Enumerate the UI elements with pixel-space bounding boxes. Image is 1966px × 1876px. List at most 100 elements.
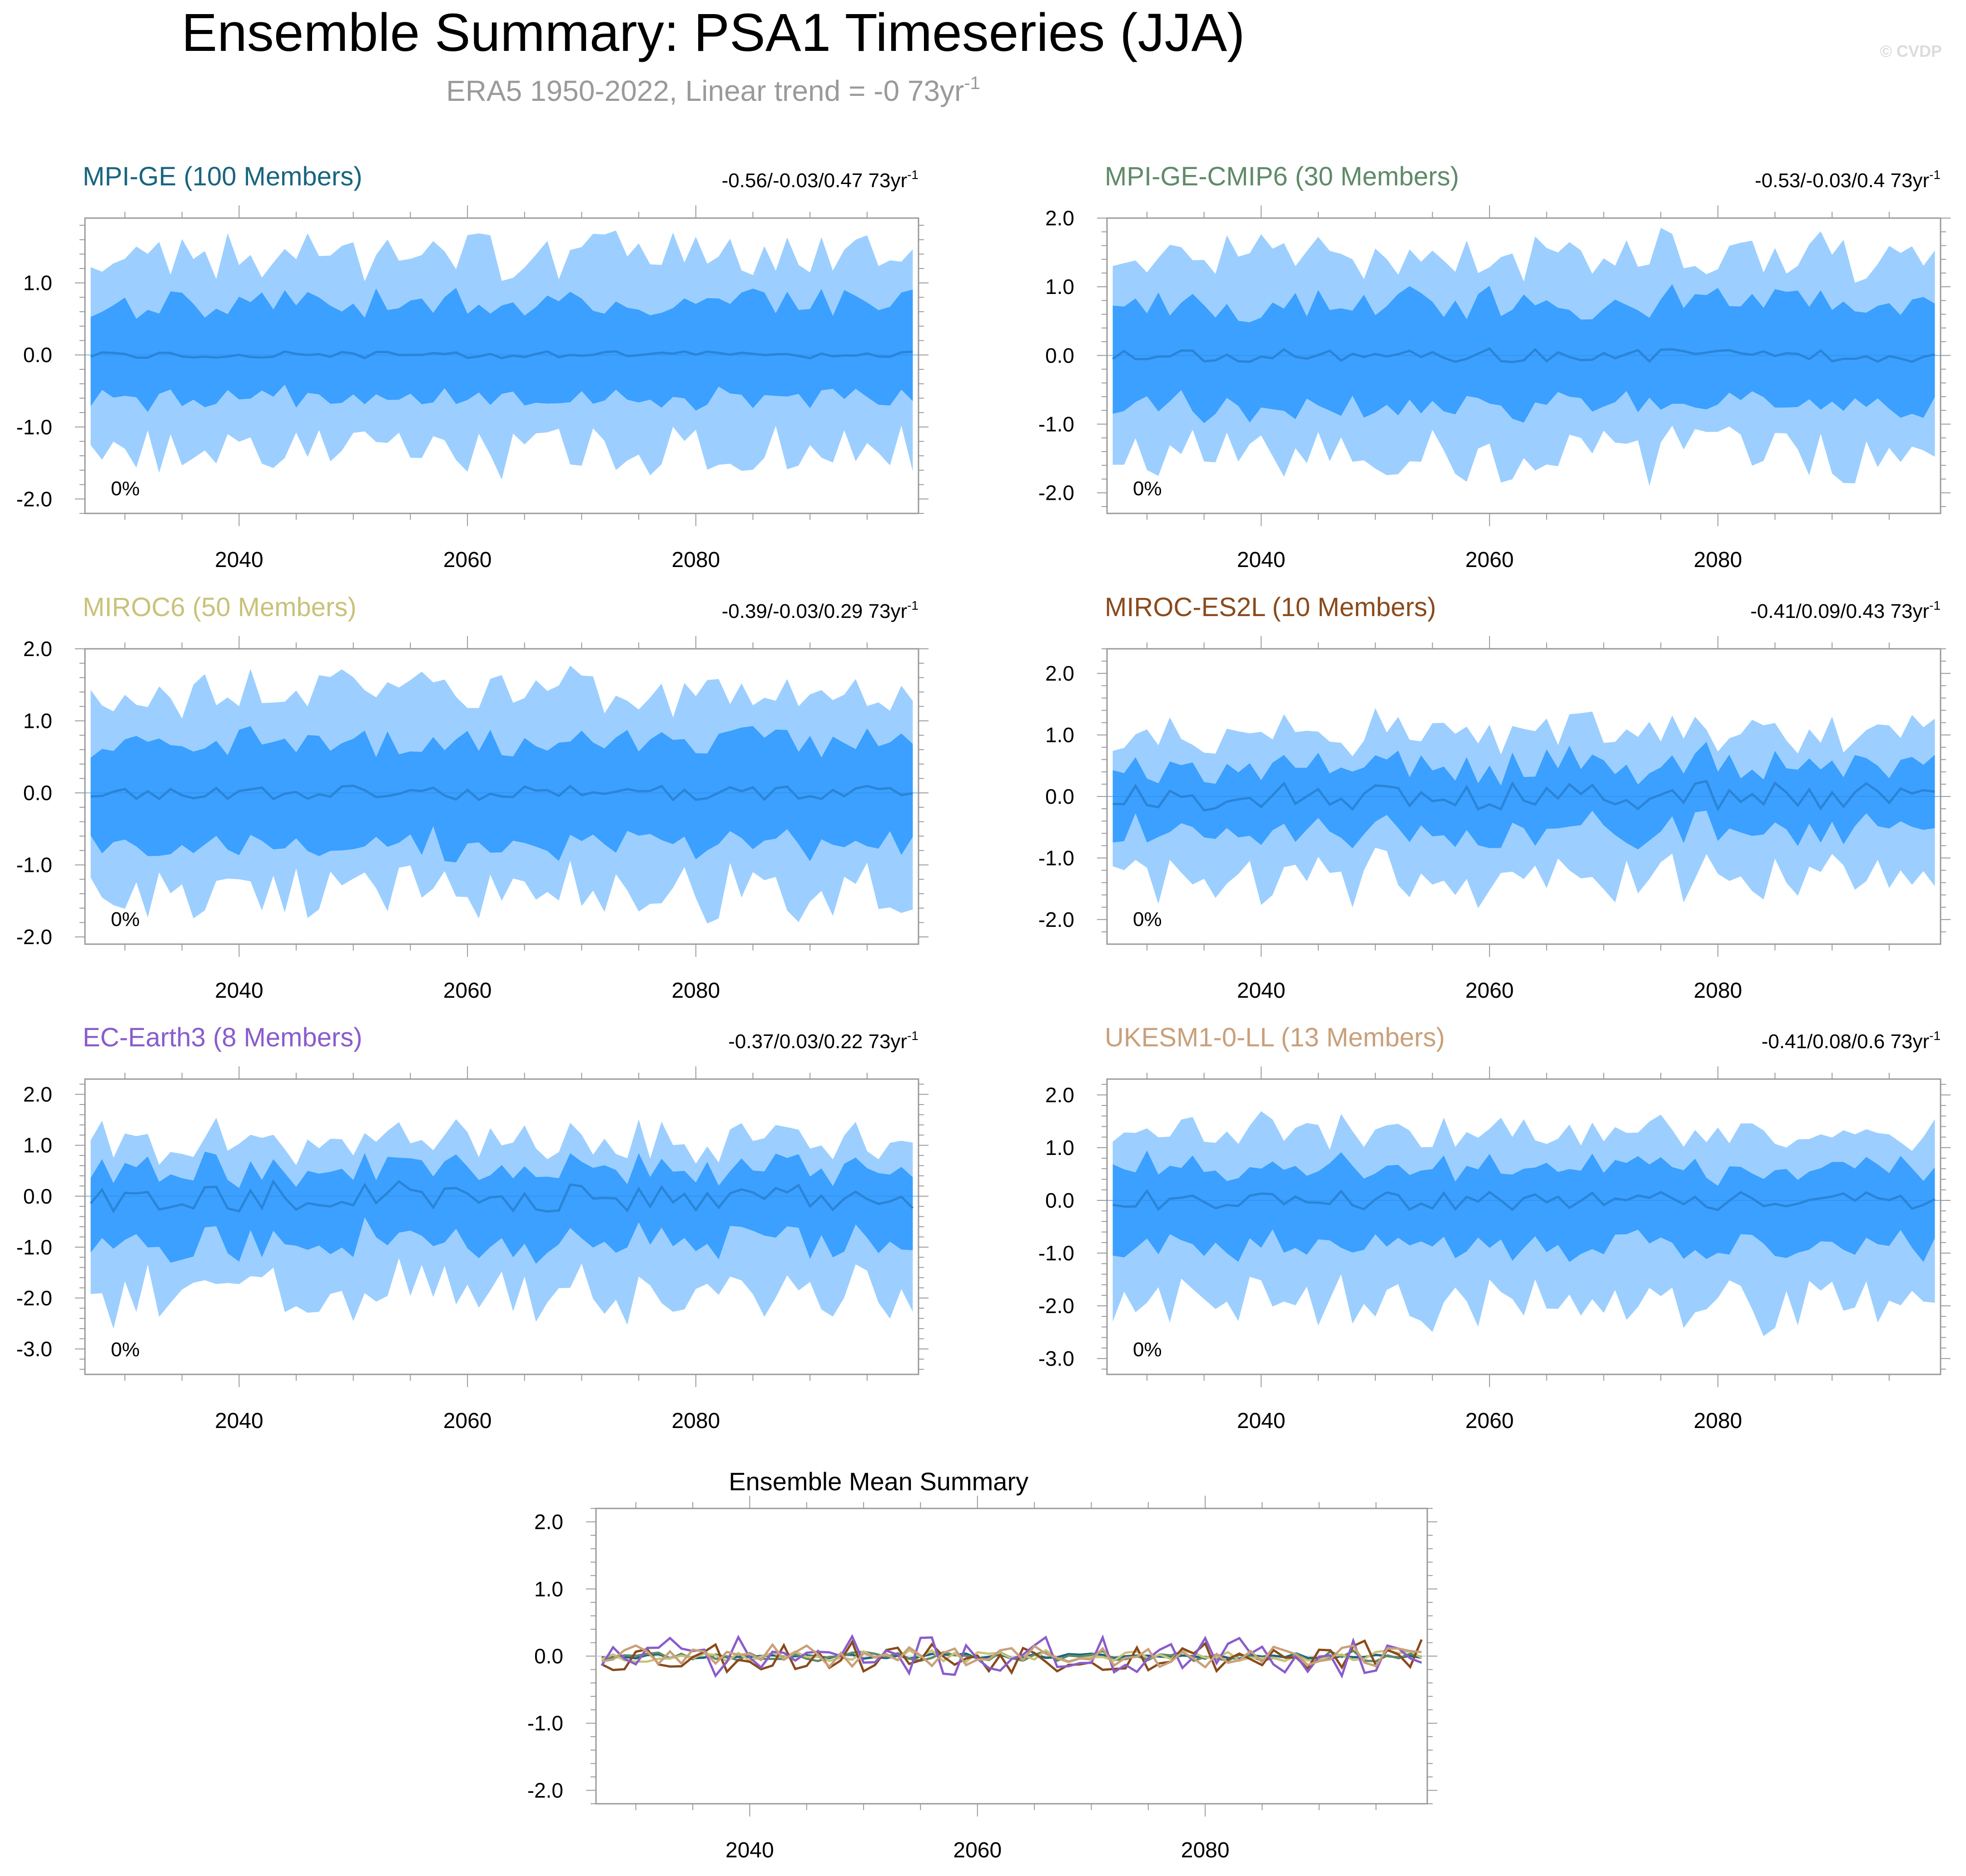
y-tick-label: -3.0: [1038, 1347, 1074, 1370]
x-tick-label: 2040: [215, 1409, 263, 1433]
panels: MPI-GE (100 Members) -0.56/-0.03/0.47 73y…: [16, 162, 1951, 1862]
x-tick-label: 2040: [1237, 1409, 1286, 1433]
trend-text: -0.53/-0.03/0.4 73yr: [1755, 169, 1929, 192]
figure-subtitle: ERA5 1950-2022, Linear trend = -0 73yr-1: [446, 73, 980, 107]
y-tick-label: -1.0: [16, 1235, 52, 1259]
chart-panel: MIROC6 (50 Members) -0.39/-0.03/0.29 73yr…: [16, 592, 928, 1003]
percent-label: 0%: [111, 478, 140, 500]
percent-label: 0%: [1133, 908, 1162, 931]
ensemble-mean-line: [90, 350, 913, 359]
percent-label: 0%: [111, 908, 140, 931]
y-tick-label: 0.0: [23, 1184, 52, 1208]
y-tick-label: -2.0: [16, 1286, 52, 1310]
x-tick-label: 2080: [671, 979, 720, 1003]
x-tick-label: 2080: [1693, 1409, 1742, 1433]
x-tick-label: 2080: [1693, 979, 1742, 1003]
inner-spread-band: [90, 1151, 913, 1264]
trend-superscript: -1: [907, 168, 918, 182]
y-tick-label: 2.0: [1045, 662, 1074, 685]
ensemble-mean-line: [1112, 780, 1935, 812]
y-tick-label: 2.0: [1045, 1083, 1074, 1107]
chart-panel: MPI-GE-CMIP6 (30 Members) -0.53/-0.03/0.4…: [1038, 162, 1951, 572]
trend-text: -0.41/0.08/0.6 73yr: [1762, 1030, 1929, 1053]
trend-superscript: -1: [1929, 168, 1941, 182]
panel-title: Ensemble Mean Summary: [729, 1467, 1028, 1496]
y-tick-label: 0.0: [1045, 343, 1074, 367]
trend-superscript: -1: [907, 1029, 918, 1043]
y-tick-label: -1.0: [1038, 846, 1074, 870]
y-tick-label: 0.0: [1045, 785, 1074, 808]
subtitle-superscript: -1: [964, 73, 980, 93]
trend-superscript: -1: [907, 598, 918, 612]
y-tick-label: -2.0: [1038, 908, 1074, 931]
x-tick-label: 2060: [443, 1409, 492, 1433]
x-tick-label: 2080: [671, 1409, 720, 1433]
trend-text: -0.37/0.03/0.22 73yr: [728, 1030, 907, 1053]
y-tick-label: 2.0: [23, 1083, 52, 1106]
y-tick-label: -2.0: [1038, 1294, 1074, 1318]
chart-panel: MIROC-ES2L (10 Members) -0.41/0.09/0.43 7…: [1038, 592, 1951, 1003]
y-tick-label: 2.0: [534, 1510, 563, 1534]
series-line-ukesm1-0-ll: [601, 1642, 1422, 1669]
y-tick-label: 1.0: [23, 271, 52, 295]
ensemble-mean-line: [90, 784, 913, 801]
x-tick-label: 2060: [1465, 1409, 1514, 1433]
y-tick-label: -1.0: [1038, 412, 1074, 436]
y-tick-label: 0.0: [23, 343, 52, 367]
panel-trend-label: -0.41/0.08/0.6 73yr-1: [1762, 1029, 1941, 1053]
trend-superscript: -1: [1929, 598, 1941, 612]
ensemble-mean-line: [89, 1179, 914, 1214]
y-tick-label: 2.0: [1045, 206, 1074, 230]
series-line-miroc-es2l: [601, 1639, 1423, 1675]
cvdp-watermark: © CVDP: [1880, 42, 1942, 60]
panel-title: MIROC6 (50 Members): [83, 592, 357, 622]
y-tick-label: 1.0: [1045, 275, 1074, 299]
y-tick-label: 0.0: [23, 781, 52, 805]
y-tick-label: -2.0: [527, 1778, 563, 1802]
panel-title: UKESM1-0-LL (13 Members): [1105, 1023, 1445, 1052]
ensemble-mean-line: [1112, 1189, 1936, 1211]
percent-label: 0%: [1133, 1339, 1162, 1361]
panel-trend-label: -0.41/0.09/0.43 73yr-1: [1750, 598, 1941, 622]
x-tick-label: 2040: [725, 1838, 774, 1862]
chart-panel: MPI-GE (100 Members) -0.56/-0.03/0.47 73y…: [16, 162, 928, 572]
x-tick-label: 2040: [1237, 979, 1286, 1003]
y-tick-label: -1.0: [1038, 1241, 1074, 1265]
y-tick-label: -1.0: [527, 1712, 563, 1735]
percent-label: 0%: [111, 1339, 140, 1361]
x-tick-label: 2080: [1693, 548, 1742, 572]
x-tick-label: 2080: [671, 548, 720, 572]
inner-spread-band: [90, 288, 913, 412]
x-tick-label: 2040: [1237, 548, 1286, 572]
ensemble-mean-line: [1112, 347, 1935, 363]
chart-panel: UKESM1-0-LL (13 Members) -0.41/0.08/0.6 7…: [1038, 1023, 1951, 1433]
panel-title: MIROC-ES2L (10 Members): [1105, 592, 1436, 622]
y-tick-label: 1.0: [534, 1577, 563, 1601]
y-tick-label: 1.0: [1045, 723, 1074, 747]
inner-spread-band: [1112, 741, 1935, 850]
x-tick-label: 2060: [1465, 979, 1514, 1003]
y-tick-label: -2.0: [1038, 481, 1074, 505]
y-tick-label: -3.0: [16, 1337, 52, 1361]
panel-title: MPI-GE (100 Members): [83, 162, 362, 191]
y-tick-label: 1.0: [23, 1134, 52, 1157]
x-tick-label: 2060: [443, 548, 492, 572]
percent-label: 0%: [1133, 478, 1162, 500]
panel-trend-label: -0.39/-0.03/0.29 73yr-1: [722, 598, 918, 622]
y-tick-label: 1.0: [1045, 1136, 1074, 1159]
y-tick-label: -1.0: [16, 853, 52, 877]
x-tick-label: 2060: [443, 979, 492, 1003]
chart-panel: EC-Earth3 (8 Members) -0.37/0.03/0.22 73y…: [16, 1023, 928, 1433]
panel-title: MPI-GE-CMIP6 (30 Members): [1105, 162, 1459, 191]
trend-text: -0.41/0.09/0.43 73yr: [1750, 600, 1929, 622]
trend-text: -0.39/-0.03/0.29 73yr: [722, 600, 907, 622]
inner-spread-band: [90, 726, 913, 862]
inner-spread-band: [1112, 1150, 1935, 1262]
x-tick-label: 2040: [215, 979, 263, 1003]
x-tick-label: 2040: [215, 548, 263, 572]
y-tick-label: 0.0: [534, 1644, 563, 1668]
trend-text: -0.56/-0.03/0.47 73yr: [722, 169, 907, 192]
y-tick-label: 0.0: [1045, 1189, 1074, 1212]
chart-panel: Ensemble Mean Summary 2.0 1.0 0.0 -1.0 -2.0 20…: [527, 1467, 1437, 1862]
